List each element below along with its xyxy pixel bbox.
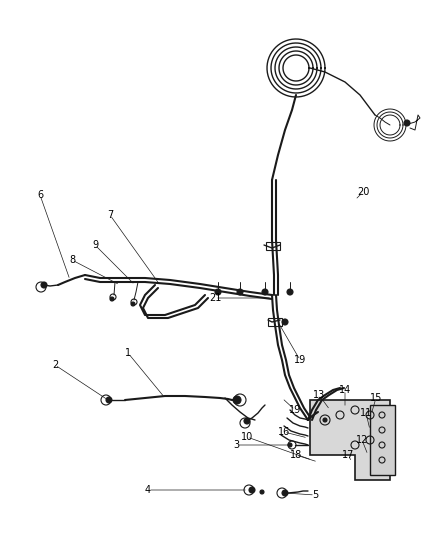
Text: 5: 5 bbox=[312, 490, 318, 500]
Text: 1: 1 bbox=[125, 348, 131, 358]
Circle shape bbox=[260, 490, 264, 494]
Circle shape bbox=[233, 396, 241, 404]
Text: 19: 19 bbox=[289, 405, 301, 415]
Text: 17: 17 bbox=[342, 450, 354, 460]
Text: 20: 20 bbox=[357, 187, 369, 197]
Circle shape bbox=[249, 487, 255, 493]
Circle shape bbox=[237, 289, 243, 295]
Text: 2: 2 bbox=[52, 360, 58, 370]
Circle shape bbox=[288, 443, 292, 447]
Circle shape bbox=[323, 418, 327, 422]
Text: 4: 4 bbox=[145, 485, 151, 495]
Text: 13: 13 bbox=[313, 390, 325, 400]
Circle shape bbox=[282, 490, 288, 496]
Text: 8: 8 bbox=[69, 255, 75, 265]
Circle shape bbox=[131, 302, 135, 306]
Circle shape bbox=[244, 418, 250, 424]
Bar bbox=[266, 242, 280, 250]
Circle shape bbox=[287, 289, 293, 295]
Circle shape bbox=[282, 319, 288, 325]
Text: 6: 6 bbox=[37, 190, 43, 200]
Text: 3: 3 bbox=[233, 440, 239, 450]
Text: 18: 18 bbox=[290, 450, 302, 460]
Circle shape bbox=[110, 297, 114, 301]
Text: 7: 7 bbox=[107, 210, 113, 220]
Text: 11: 11 bbox=[360, 408, 372, 418]
Bar bbox=[268, 318, 282, 326]
Text: 10: 10 bbox=[241, 432, 253, 442]
Bar bbox=[370, 405, 395, 475]
Text: 9: 9 bbox=[92, 240, 98, 250]
Circle shape bbox=[262, 289, 268, 295]
Circle shape bbox=[215, 289, 221, 295]
Text: 14: 14 bbox=[339, 385, 351, 395]
Circle shape bbox=[404, 120, 410, 126]
Text: 16: 16 bbox=[278, 427, 290, 437]
Circle shape bbox=[106, 397, 112, 403]
Text: 15: 15 bbox=[370, 393, 382, 403]
Polygon shape bbox=[310, 400, 390, 480]
Circle shape bbox=[41, 282, 47, 288]
Text: 19: 19 bbox=[294, 355, 306, 365]
Text: 12: 12 bbox=[356, 435, 368, 445]
Text: 21: 21 bbox=[209, 293, 221, 303]
